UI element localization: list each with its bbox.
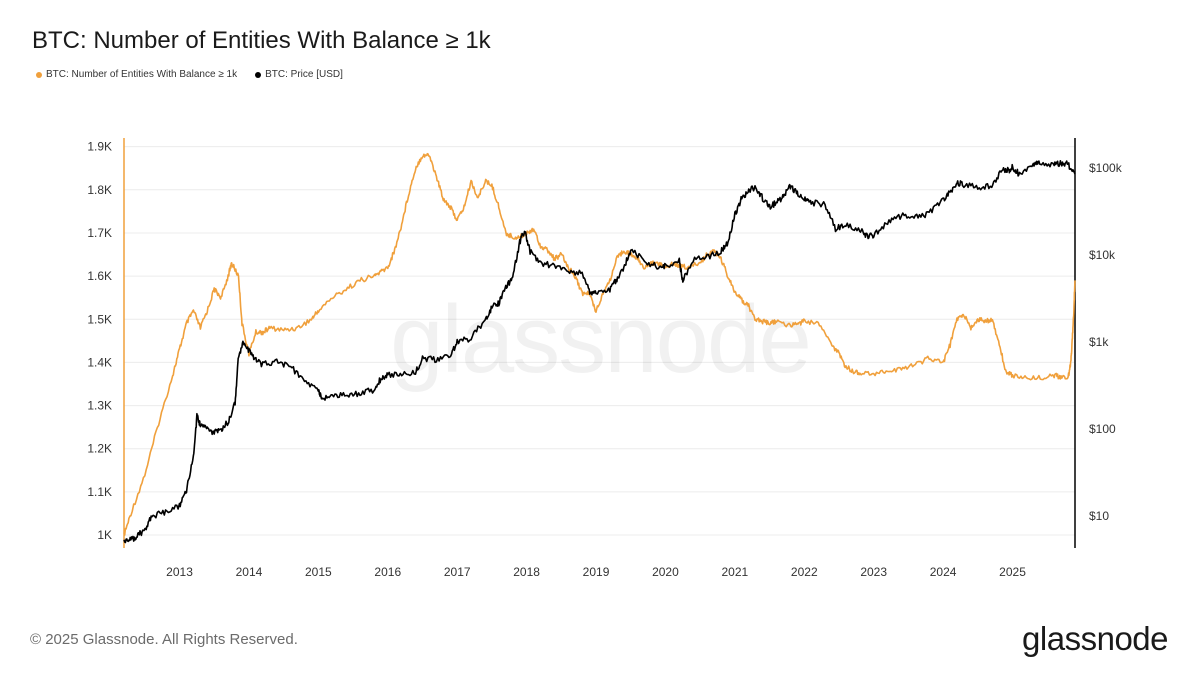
- x-tick-label: 2022: [791, 565, 818, 579]
- x-tick-label: 2024: [930, 565, 957, 579]
- x-tick-label: 2013: [166, 565, 193, 579]
- chart-title: BTC: Number of Entities With Balance ≥ 1…: [32, 27, 491, 54]
- y-left-tick-label: 1.2K: [87, 442, 112, 456]
- series-line-price[interactable]: [123, 160, 1076, 544]
- y-left-tick-label: 1.9K: [87, 140, 112, 154]
- series-line-entities[interactable]: [123, 152, 1076, 536]
- legend-label-price: BTC: Price [USD]: [265, 69, 343, 80]
- tick-labels: 1K 1.1K 1.2K 1.3K 1.4K 1.5K 1.6K 1.7K 1.8K 1.9K $1…: [87, 140, 1122, 579]
- x-tick-label: 2021: [722, 565, 749, 579]
- x-tick-label: 2019: [583, 565, 610, 579]
- x-tick-label: 2025: [999, 565, 1026, 579]
- x-tick-label: 2020: [652, 565, 679, 579]
- y-left-tick-label: 1.4K: [87, 355, 112, 369]
- y-right-tick-label: $100k: [1089, 161, 1123, 175]
- x-tick-label: 2023: [860, 565, 887, 579]
- y-right-tick-label: $10k: [1089, 248, 1116, 262]
- y-left-tick-label: 1.1K: [87, 485, 112, 499]
- x-tick-label: 2016: [374, 565, 401, 579]
- y-left-tick-label: 1K: [97, 528, 112, 542]
- y-right-tick-label: $100: [1089, 422, 1116, 436]
- y-left-tick-label: 1.8K: [87, 183, 112, 197]
- copyright-footer: © 2025 Glassnode. All Rights Reserved.: [30, 631, 298, 648]
- legend-swatch-price: [255, 71, 262, 78]
- y-left-tick-label: 1.5K: [87, 312, 112, 326]
- y-left-tick-label: 1.3K: [87, 399, 112, 413]
- axes: [123, 138, 1076, 548]
- legend-item-entities[interactable]: BTC: Number of Entities With Balance ≥ 1…: [36, 69, 237, 80]
- gridlines: [124, 146, 1075, 536]
- y-left-tick-label: 1.6K: [87, 269, 112, 283]
- y-right-tick-label: $1k: [1089, 335, 1109, 349]
- x-tick-label: 2018: [513, 565, 540, 579]
- x-tick-label: 2017: [444, 565, 471, 579]
- chart-legend: BTC: Number of Entities With Balance ≥ 1…: [36, 69, 343, 80]
- y-left-tick-label: 1.7K: [87, 226, 112, 240]
- x-tick-label: 2014: [236, 565, 263, 579]
- legend-item-price[interactable]: BTC: Price [USD]: [255, 69, 343, 80]
- x-tick-label: 2015: [305, 565, 332, 579]
- legend-label-entities: BTC: Number of Entities With Balance ≥ 1…: [46, 69, 238, 80]
- series-group: [123, 152, 1076, 544]
- y-right-tick-label: $10: [1089, 509, 1109, 523]
- glassnode-logo: glassnode: [1022, 620, 1168, 657]
- legend-swatch-entities: [36, 71, 42, 78]
